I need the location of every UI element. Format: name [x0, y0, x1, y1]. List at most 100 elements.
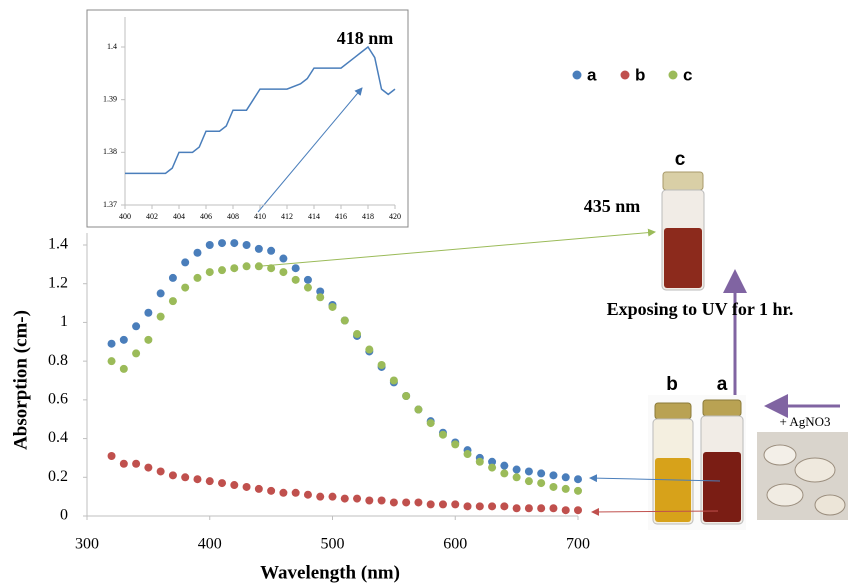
data-point: [402, 392, 410, 400]
x-tick-label: 418: [362, 212, 374, 221]
x-tick-label: 420: [389, 212, 401, 221]
data-point: [341, 316, 349, 324]
data-point: [279, 268, 287, 276]
y-tick-label: 0.6: [48, 391, 68, 408]
data-point: [513, 466, 521, 474]
vial-label: c: [675, 149, 686, 170]
data-point: [243, 241, 251, 249]
inset-peak-label: 418 nm: [337, 28, 394, 48]
legend-label: a: [587, 65, 597, 84]
data-point: [206, 477, 214, 485]
data-point: [108, 340, 116, 348]
data-point: [549, 471, 557, 479]
data-point: [476, 502, 484, 510]
data-point: [292, 276, 300, 284]
data-point: [316, 493, 324, 501]
data-point: [390, 377, 398, 385]
data-point: [414, 406, 422, 414]
data-point: [562, 485, 570, 493]
data-point: [537, 469, 545, 477]
y-tick-label: 1.38: [103, 147, 117, 156]
uv-label: Exposing to UV for 1 hr.: [607, 299, 794, 319]
data-point: [169, 471, 177, 479]
data-point: [500, 502, 508, 510]
data-point: [132, 322, 140, 330]
y-tick-label: 1.4: [107, 42, 117, 51]
data-point: [500, 469, 508, 477]
data-point: [427, 500, 435, 508]
x-tick-label: 416: [335, 212, 347, 221]
data-point: [439, 500, 447, 508]
data-point: [365, 346, 373, 354]
data-point: [292, 264, 300, 272]
mushroom-photo: [757, 432, 848, 520]
data-point: [157, 313, 165, 321]
data-point: [488, 464, 496, 472]
data-point: [243, 483, 251, 491]
data-point: [181, 258, 189, 266]
y-tick-label: 0.4: [48, 429, 68, 446]
data-point: [181, 473, 189, 481]
data-point: [464, 502, 472, 510]
legend-label: b: [635, 65, 645, 84]
data-point: [353, 330, 361, 338]
data-point: [267, 247, 275, 255]
data-point: [329, 493, 337, 501]
y-tick-label: 0.8: [48, 352, 68, 369]
data-point: [329, 303, 337, 311]
data-point: [488, 502, 496, 510]
data-point: [439, 431, 447, 439]
data-point: [144, 309, 152, 317]
x-tick-label: 300: [75, 536, 99, 553]
data-point: [218, 266, 226, 274]
x-tick-label: 408: [227, 212, 239, 221]
data-point: [120, 336, 128, 344]
data-point: [513, 473, 521, 481]
data-point: [218, 239, 226, 247]
y-tick-label: 1.4: [48, 236, 68, 253]
data-point: [304, 284, 312, 292]
data-point: [500, 462, 508, 470]
data-point: [206, 268, 214, 276]
x-tick-label: 500: [321, 536, 345, 553]
vial-c-photo: [662, 172, 704, 290]
data-point: [279, 255, 287, 263]
data-point: [157, 467, 165, 475]
data-point: [255, 245, 263, 253]
x-tick-label: 412: [281, 212, 293, 221]
data-point: [476, 458, 484, 466]
data-point: [574, 475, 582, 483]
data-point: [304, 276, 312, 284]
legend-marker: [573, 71, 582, 80]
data-point: [230, 481, 238, 489]
data-point: [390, 498, 398, 506]
data-point: [525, 477, 533, 485]
data-point: [365, 497, 373, 505]
x-tick-label: 414: [308, 212, 320, 221]
data-point: [144, 336, 152, 344]
peak-label: 435 nm: [584, 196, 641, 216]
data-point: [562, 506, 570, 514]
data-point: [378, 361, 386, 369]
data-point: [169, 297, 177, 305]
data-point: [402, 498, 410, 506]
data-point: [292, 489, 300, 497]
data-point: [181, 284, 189, 292]
x-axis-title: Wavelength (nm): [260, 562, 400, 583]
data-point: [255, 485, 263, 493]
legend-marker: [669, 71, 678, 80]
data-point: [169, 274, 177, 282]
data-point: [108, 452, 116, 460]
x-tick-label: 400: [198, 536, 222, 553]
data-point: [451, 440, 459, 448]
data-point: [230, 239, 238, 247]
data-point: [537, 504, 545, 512]
y-tick-label: 1.2: [48, 274, 68, 291]
data-point: [206, 241, 214, 249]
data-point: [144, 464, 152, 472]
data-point: [341, 495, 349, 503]
data-point: [120, 365, 128, 373]
data-point: [120, 460, 128, 468]
y-tick-label: 0: [60, 507, 68, 524]
y-tick-label: 1: [60, 313, 68, 330]
